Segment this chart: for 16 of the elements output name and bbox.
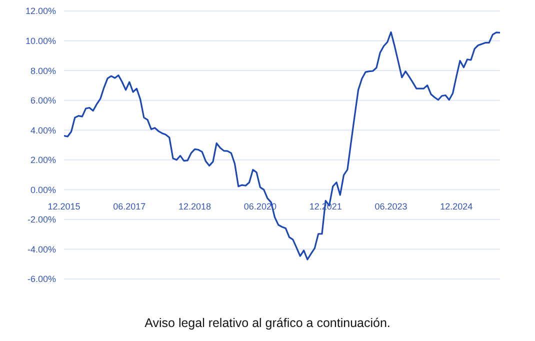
y-tick-label: 2.00% [30, 155, 56, 166]
text: Aviso legal relativo al gráfico a continuación. [144, 316, 392, 330]
y-tick-label: 0.00% [30, 184, 56, 195]
x-tick-label: 06.2017 [113, 202, 146, 212]
x-tick-label: 12.2015 [48, 202, 80, 212]
y-tick-label: -4.00% [27, 244, 56, 254]
y-tick-label: 8.00% [30, 66, 56, 76]
y-tick-label: 12.00% [25, 6, 56, 16]
x-tick-label: 12.2024 [440, 202, 473, 212]
y-tick-label: -2.00% [27, 214, 56, 225]
y-tick-label: 6.00% [30, 96, 56, 106]
x-tick-label: 06.2023 [374, 202, 408, 212]
x-tick-label: 12.2018 [178, 202, 212, 212]
y-tick-label: 4.00% [30, 125, 56, 136]
y-tick-label: 10.00% [25, 36, 56, 46]
y-tick-label: -6.00% [27, 274, 56, 284]
